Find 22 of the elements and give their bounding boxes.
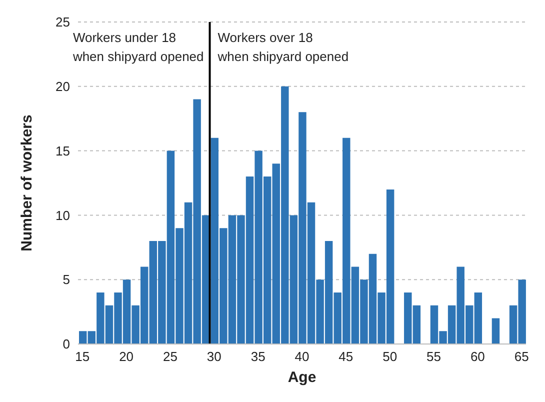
y-axis-title: Number of workers [18,114,36,252]
x-tick-label: 55 [426,349,441,364]
annotation: Workers under 18 when shipyard opened [72,28,204,66]
y-tick-label: 15 [56,143,70,158]
bar [492,318,500,344]
y-tick-label: 20 [56,79,70,94]
x-tick-label: 30 [206,349,222,364]
x-tick-label: 45 [338,349,354,364]
x-tick-label: 20 [119,349,134,364]
y-tick-label: 25 [56,14,70,30]
x-tick-label: 40 [294,349,310,364]
x-axis-title: Age [288,369,316,386]
x-tick-label: 50 [382,349,398,364]
y-tick-label: 10 [56,208,70,223]
annotation: Workers over 18 when shipyard opened [218,28,349,66]
x-tick-label: 65 [514,349,529,364]
y-tick-label: 0 [62,336,70,352]
x-tick-label: 25 [163,349,178,364]
y-tick-label: 5 [62,272,70,288]
x-tick-label: 35 [250,349,266,364]
x-tick-label: 15 [75,349,90,364]
x-tick-label: 60 [470,349,485,364]
